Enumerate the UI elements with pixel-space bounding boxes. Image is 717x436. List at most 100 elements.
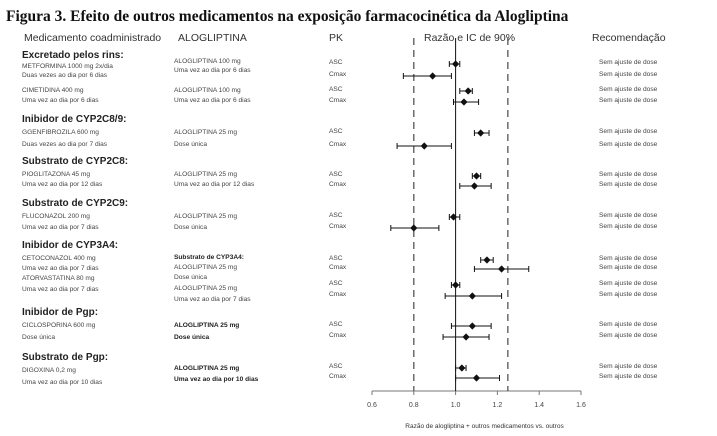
x-tick-label: 0.6 <box>367 402 377 409</box>
drug-name: CIMETIDINA 400 mg <box>22 87 84 94</box>
ratio-point <box>472 374 481 382</box>
pk-label-cmax: Cmax <box>329 97 347 104</box>
alogliptina-regimen: Uma vez ao dia por 10 dias <box>174 376 259 383</box>
alogliptina-regimen: Uma vez ao dia por 7 dias <box>174 296 251 303</box>
alogliptina-dose: ALOGLIPTINA 100 mg <box>174 87 241 94</box>
recommendation-text: Sem ajuste de dose <box>599 128 658 135</box>
header-recomendacao: Recomendação <box>592 32 666 44</box>
x-tick-label: 1.0 <box>451 402 461 409</box>
alogliptina-regimen: Dose única <box>174 334 210 341</box>
recommendation-text: Sem ajuste de dose <box>599 71 658 78</box>
drug-regimen: Duas vezes ao dia por 6 dias <box>22 72 108 79</box>
ratio-point <box>410 224 418 232</box>
drug-name: CETOCONAZOL 400 mg <box>22 255 96 262</box>
header-alogliptina: ALOGLIPTINA <box>178 32 247 44</box>
recommendation-text: Sem ajuste de dose <box>599 181 658 188</box>
section-title: Inibidor de Pgp: <box>22 307 99 318</box>
ratio-point <box>483 256 491 264</box>
alogliptina-regimen: Uma vez ao dia por 6 dias <box>174 67 251 74</box>
alogliptina-dose: ALOGLIPTINA 100 mg <box>174 58 241 65</box>
ratio-point <box>472 172 481 180</box>
ratio-point <box>429 72 437 80</box>
x-axis-label: Razão de alogliptina + outros medicament… <box>405 423 564 430</box>
pk-label-cmax: Cmax <box>329 332 347 339</box>
pk-label-asc: ASC <box>329 321 343 328</box>
drug-regimen: Uma vez ao dia por 6 dias <box>22 97 99 104</box>
ratio-point <box>458 364 466 372</box>
pk-label-cmax: Cmax <box>329 373 347 380</box>
header-medicamento: Medicamento coadministrado <box>24 32 162 44</box>
pk-label-cmax: Cmax <box>329 291 347 298</box>
x-tick-label: 1.4 <box>534 402 544 409</box>
alogliptina-regimen: Dose única <box>174 224 207 231</box>
pk-label-asc: ASC <box>329 59 343 66</box>
recommendation-text: Sem ajuste de dose <box>599 212 658 219</box>
alogliptina-regimen: Uma vez ao dia por 6 dias <box>174 97 251 104</box>
pk-label-asc: ASC <box>329 171 343 178</box>
pk-label-cmax: Cmax <box>329 141 347 148</box>
recommendation-text: Sem ajuste de dose <box>599 255 658 262</box>
drug-name: ATORVASTATINA 80 mg <box>22 275 95 282</box>
recommendation-text: Sem ajuste de dose <box>599 223 658 230</box>
ratio-point <box>468 322 476 330</box>
pk-label-asc: ASC <box>329 280 343 287</box>
header-pk: PK <box>329 32 344 44</box>
section-title: Excretado pelos rins: <box>22 50 124 61</box>
alogliptina-dose: ALOGLIPTINA 25 mg <box>174 171 238 178</box>
drug-regimen: Uma vez ao dia por 7 dias <box>22 286 99 293</box>
alogliptina-dose: ALOGLIPTINA 25 mg <box>174 129 238 136</box>
pk-label-asc: ASC <box>329 86 343 93</box>
recommendation-text: Sem ajuste de dose <box>599 264 658 271</box>
alogliptina-substrate-label: Substrato de CYP3A4: <box>174 254 244 261</box>
ratio-point <box>460 98 468 106</box>
drug-regimen: Uma vez ao dia por 7 dias <box>22 224 99 231</box>
ratio-point <box>452 281 460 289</box>
section-title: Inibidor de CYP2C8/9: <box>22 114 127 125</box>
recommendation-text: Sem ajuste de dose <box>599 291 658 298</box>
drug-name: DIGOXINA 0,2 mg <box>22 367 76 374</box>
pk-label-cmax: Cmax <box>329 71 347 78</box>
header-razao: Razão e IC de 90% <box>424 32 516 44</box>
x-tick-label: 1.2 <box>493 402 503 409</box>
ratio-point <box>464 87 472 95</box>
drug-regimen: Duas vezes ao dia por 7 dias <box>22 141 108 148</box>
drug-name: FLUCONAZOL 200 mg <box>22 213 90 220</box>
recommendation-text: Sem ajuste de dose <box>599 171 658 178</box>
section-title: Substrato de Pgp: <box>22 352 109 363</box>
pk-label-asc: ASC <box>329 255 343 262</box>
figure-title: Figura 3. Efeito de outros medicamentos … <box>6 8 569 25</box>
recommendation-text: Sem ajuste de dose <box>599 280 658 287</box>
ratio-point <box>468 292 476 300</box>
pk-label-asc: ASC <box>329 212 343 219</box>
pk-label-cmax: Cmax <box>329 181 347 188</box>
recommendation-text: Sem ajuste de dose <box>599 141 658 148</box>
alogliptina-dose: ALOGLIPTINA 25 mg <box>174 322 240 329</box>
ratio-point <box>477 129 485 137</box>
alogliptina-dose: ALOGLIPTINA 25 mg <box>174 285 238 292</box>
recommendation-text: Sem ajuste de dose <box>599 59 658 66</box>
x-tick-label: 1.6 <box>576 402 586 409</box>
recommendation-text: Sem ajuste de dose <box>599 321 658 328</box>
recommendation-text: Sem ajuste de dose <box>599 97 658 104</box>
pk-label-cmax: Cmax <box>329 264 347 271</box>
pk-label-cmax: Cmax <box>329 223 347 230</box>
drug-regimen: Dose única <box>22 334 55 341</box>
ratio-point <box>470 182 479 190</box>
pk-label-asc: ASC <box>329 363 343 370</box>
alogliptina-regimen: Uma vez ao dia por 12 dias <box>174 181 255 188</box>
ratio-point <box>449 213 458 221</box>
drug-regimen: Uma vez ao dia por 7 dias <box>22 265 99 272</box>
drug-name: PIOGLITAZONA 45 mg <box>22 171 91 178</box>
ratio-point <box>452 60 460 68</box>
x-tick-label: 0.8 <box>409 402 419 409</box>
alogliptina-dose: ALOGLIPTINA 25 mg <box>174 264 238 271</box>
ratio-point <box>462 333 470 341</box>
recommendation-text: Sem ajuste de dose <box>599 373 658 380</box>
recommendation-text: Sem ajuste de dose <box>599 363 658 370</box>
ratio-point <box>497 265 506 273</box>
recommendation-text: Sem ajuste de dose <box>599 86 658 93</box>
section-title: Inibidor de CYP3A4: <box>22 240 119 251</box>
drug-regimen: Uma vez ao dia por 10 dias <box>22 379 103 386</box>
drug-name: CICLOSPORINA 600 mg <box>22 322 96 329</box>
recommendation-text: Sem ajuste de dose <box>599 332 658 339</box>
